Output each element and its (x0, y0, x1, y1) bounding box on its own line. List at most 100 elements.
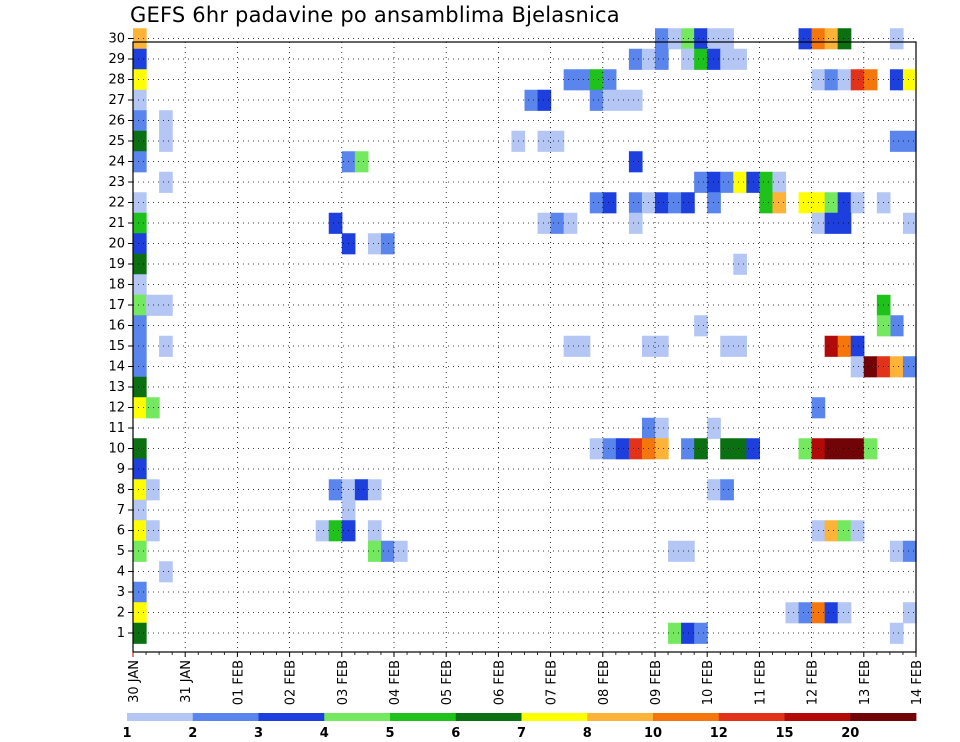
heatmap-cell (863, 356, 878, 378)
heatmap-cell (315, 520, 330, 542)
y-tick-label: 18 (108, 278, 125, 293)
heatmap-cell (824, 520, 839, 542)
heatmap-cell (563, 335, 578, 357)
y-tick-label: 10 (108, 442, 125, 457)
heatmap-cell (837, 212, 852, 234)
y-tick-label: 30 (108, 32, 125, 47)
heatmap-cell (563, 69, 578, 91)
heatmap-cell (707, 171, 721, 193)
heatmap-cell (824, 438, 839, 460)
heatmap-cell (889, 28, 904, 50)
heatmap-cell (889, 356, 904, 378)
heatmap-cell (681, 48, 695, 70)
heatmap-cell (668, 28, 682, 50)
heatmap-cell (655, 438, 669, 460)
y-tick-label: 27 (108, 93, 125, 108)
heatmap-cell (589, 438, 604, 460)
colorbar-tick-label: 20 (841, 726, 859, 741)
y-tick-label: 21 (108, 216, 125, 231)
heatmap-cell (133, 130, 147, 152)
colorbar-segment (850, 713, 917, 721)
heatmap-cell (759, 171, 774, 193)
heatmap-cell (133, 520, 147, 542)
heatmap-cell (589, 89, 604, 111)
x-axis: 30 JAN 31 JAN 01 FEB 02 FEB 03 FEB 04 FEB 05 F… (127, 652, 925, 705)
heatmap-cell (159, 171, 173, 193)
heatmap-cell (133, 110, 147, 132)
colorbar-segment (390, 713, 457, 721)
x-tick-label: 12 FEB (806, 660, 821, 705)
heatmap-cell (159, 294, 173, 316)
heatmap-cell (837, 28, 852, 50)
colorbar: 1 2 3 4 5 6 7 8 10 12 15 20 (122, 713, 917, 741)
heatmap-cell (133, 315, 147, 337)
heatmap-cell (133, 397, 147, 419)
heatmap-cell (837, 69, 852, 91)
heatmap-cell (772, 192, 787, 214)
heatmap-cells (133, 28, 917, 644)
heatmap-cell (681, 540, 695, 562)
heatmap-cell (602, 69, 617, 91)
heatmap-cell (889, 315, 904, 337)
heatmap-cell (146, 397, 160, 419)
heatmap-cell (133, 356, 147, 378)
heatmap-cell (367, 540, 382, 562)
heatmap-cell (133, 335, 147, 357)
heatmap-cell (367, 233, 382, 255)
heatmap-cell (589, 69, 604, 91)
heatmap-cell (133, 602, 147, 624)
heatmap-cell (902, 602, 917, 624)
heatmap-cell (133, 89, 147, 111)
heatmap-cell (824, 212, 839, 234)
heatmap-cell (902, 69, 917, 91)
heatmap-cell (133, 540, 147, 562)
heatmap-cell (655, 192, 669, 214)
heatmap-cell (655, 48, 669, 70)
heatmap-cell (824, 69, 839, 91)
heatmap-cell (537, 130, 552, 152)
heatmap-cell (328, 479, 343, 501)
heatmap-cell (655, 335, 669, 357)
heatmap-cell (707, 28, 721, 50)
y-tick-label: 3 (117, 585, 125, 600)
heatmap-cell (720, 48, 734, 70)
heatmap-cell (772, 171, 787, 193)
heatmap-cell (133, 192, 147, 214)
heatmap-cell (850, 69, 865, 91)
colorbar-tick-label: 2 (188, 726, 197, 741)
heatmap-cell (133, 622, 147, 644)
heatmap-cell (133, 294, 147, 316)
heatmap-cell (863, 69, 878, 91)
y-tick-label: 14 (108, 360, 125, 375)
heatmap-cell (602, 438, 617, 460)
x-tick-label: 14 FEB (910, 660, 925, 705)
colorbar-segment (784, 713, 851, 721)
heatmap-cell (798, 438, 813, 460)
heatmap-cell (159, 561, 173, 583)
y-tick-label: 17 (108, 298, 125, 313)
heatmap-cell (824, 602, 839, 624)
colorbar-tick-label: 8 (583, 726, 592, 741)
heatmap-cell (824, 192, 839, 214)
heatmap-cell (628, 48, 643, 70)
heatmap-cell (902, 356, 917, 378)
heatmap-cell (328, 212, 343, 234)
heatmap-cell (159, 130, 173, 152)
colorbar-segment (718, 713, 785, 721)
heatmap-cell (733, 335, 747, 357)
x-tick-label: 02 FEB (284, 660, 299, 705)
y-tick-label: 15 (108, 339, 125, 354)
colorbar-tick-label: 4 (320, 726, 329, 741)
heatmap-cell (694, 622, 708, 644)
y-tick-label: 2 (117, 606, 125, 621)
heatmap-cell (354, 151, 369, 173)
heatmap-cell (628, 438, 643, 460)
heatmap-cell (159, 110, 173, 132)
heatmap-cell (133, 499, 147, 521)
colorbar-tick-label: 7 (517, 726, 526, 741)
heatmap-cell (133, 48, 147, 70)
heatmap-cell (380, 540, 395, 562)
heatmap-cell (655, 28, 669, 50)
heatmap-cell (837, 192, 852, 214)
colorbar-segment (587, 713, 654, 721)
